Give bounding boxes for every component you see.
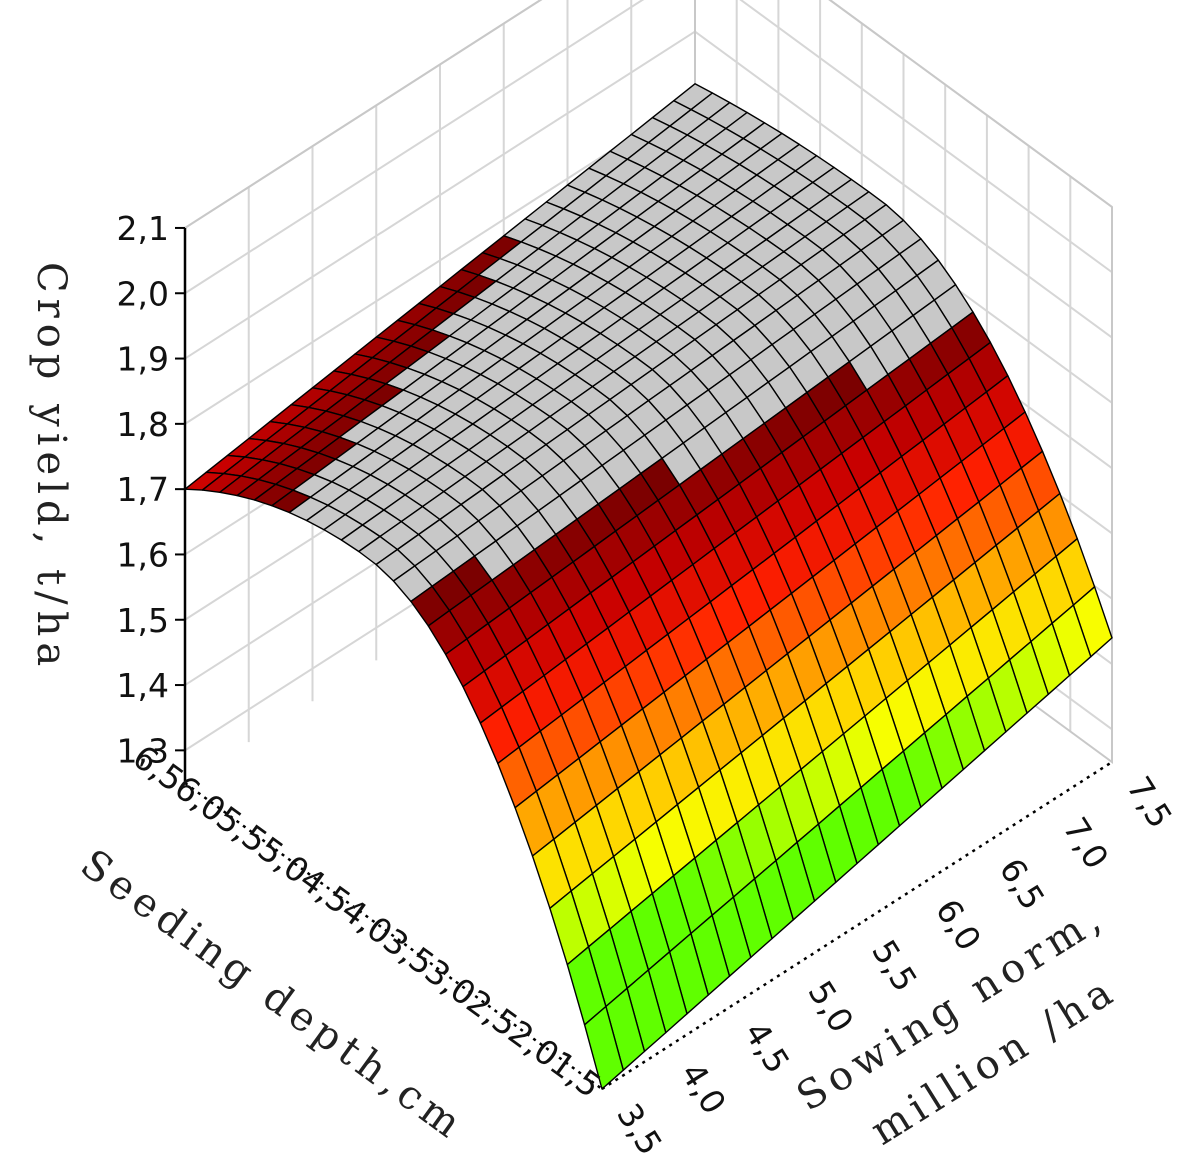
z-axis-title: Crop yield, t/ha — [28, 262, 74, 672]
z-tick-label: 1,8 — [117, 405, 169, 444]
x-axis-title: Seeding depth,cm — [72, 841, 474, 1150]
y-tick-label: 3,5 — [609, 1097, 670, 1155]
z-tick-label: 1,5 — [117, 601, 169, 640]
z-tick-labels: 2,1 2,0 1,9 1,8 1,7 1,6 1,5 1,4 1,3 — [117, 209, 185, 770]
z-tick-label: 2,0 — [117, 274, 169, 313]
y-tick-label: 6,0 — [928, 892, 989, 957]
z-tick-label: 1,9 — [117, 340, 169, 379]
z-tick-label: 1,3 — [117, 731, 169, 770]
z-tick-label: 1,7 — [117, 470, 169, 509]
y-tick-label: 5,5 — [864, 933, 925, 998]
y-tick-label: 6,5 — [992, 851, 1053, 916]
grid-line — [184, 0, 1113, 295]
z-tick-label: 2,1 — [117, 209, 169, 248]
y-tick-label: 4,0 — [673, 1056, 734, 1121]
response-surface — [184, 83, 1113, 1090]
x-axis-line — [184, 781, 603, 1091]
surface-patch — [583, 1005, 624, 1090]
y-tick-label: 5,0 — [801, 974, 862, 1039]
y-tick-label: 7,5 — [1119, 770, 1180, 835]
y-tick-label: 4,5 — [737, 1015, 798, 1080]
z-tick-label: 1,6 — [117, 535, 169, 574]
axes — [183, 227, 1113, 1091]
z-tick-label: 1,4 — [117, 666, 169, 705]
y-axis-line — [601, 760, 1113, 1091]
y-tick-label: 7,0 — [1056, 810, 1117, 875]
